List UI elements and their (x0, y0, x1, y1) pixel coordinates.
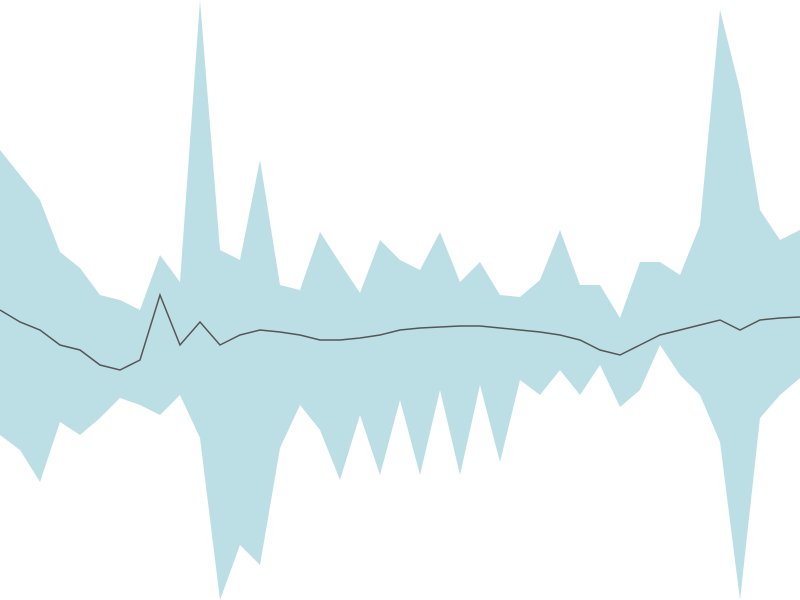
confidence-band (0, 0, 800, 600)
confidence-band-chart (0, 0, 800, 600)
